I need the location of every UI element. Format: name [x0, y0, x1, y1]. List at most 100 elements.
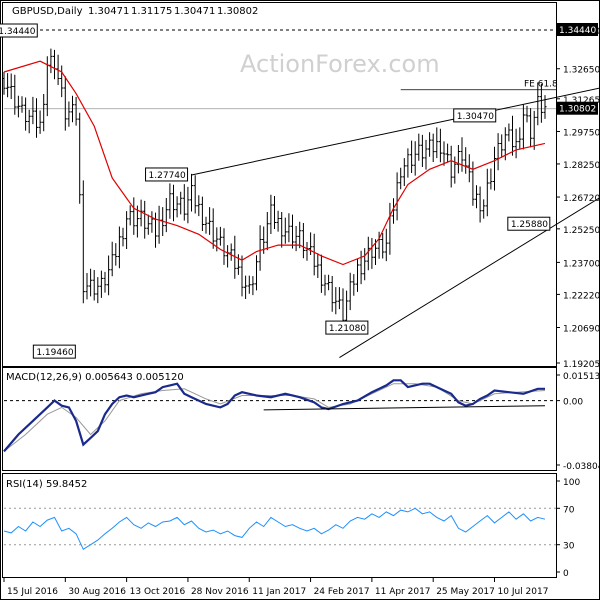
- rsi-axis-label: 100: [563, 478, 580, 488]
- price-bar: [449, 145, 453, 188]
- price-bar: [13, 74, 17, 115]
- price-bar: [135, 205, 139, 238]
- price-bar: [269, 194, 273, 234]
- price-annotation-box: [145, 167, 189, 182]
- price-bar: [395, 172, 399, 221]
- price-bar: [330, 276, 334, 312]
- price-bar: [16, 95, 20, 118]
- price-bar: [27, 109, 31, 134]
- price-bar: [189, 173, 194, 212]
- price-bar: [294, 226, 298, 252]
- resistance-level-tag: [557, 23, 598, 36]
- price-bar: [460, 137, 464, 172]
- price-bar: [85, 273, 89, 300]
- date-axis-label: 30 Aug 2016: [68, 587, 126, 597]
- price-bar: [348, 272, 352, 311]
- price-annotation-label: 1.21080: [329, 324, 366, 334]
- macd-axis-label: 0.00: [563, 398, 583, 408]
- price-annotation-box: [325, 320, 369, 335]
- date-axis-label: 11 Jan 2017: [252, 587, 306, 597]
- price-bar: [132, 197, 136, 235]
- price-bar: [67, 101, 71, 127]
- ohlc-open: 1.30471: [88, 6, 129, 17]
- price-bar: [391, 198, 396, 224]
- price-bar: [355, 258, 360, 292]
- price-bar: [218, 226, 222, 246]
- price-panel-frame: [2, 2, 557, 367]
- price-bar: [510, 115, 515, 156]
- rsi-title: RSI(14) 59.8452: [6, 479, 87, 490]
- price-bar: [150, 211, 154, 233]
- trendline: [339, 196, 600, 359]
- price-bar: [413, 141, 417, 176]
- price-bar: [384, 228, 388, 262]
- ohlc-low: 1.30471: [174, 6, 215, 17]
- price-bar: [125, 211, 129, 249]
- price-bar: [424, 139, 428, 170]
- macd-axis-label: -0.038042: [563, 462, 600, 472]
- price-bar: [197, 195, 201, 217]
- price-bar: [164, 198, 168, 233]
- macd-support-line: [263, 405, 546, 411]
- price-annotation-box: [32, 344, 76, 359]
- price-bar: [251, 276, 255, 296]
- price-axis-label: 1.20690: [563, 325, 600, 335]
- date-axis-label: 10 Jul 2017: [498, 587, 549, 597]
- price-bar: [204, 216, 208, 234]
- price-annotation-box: [453, 108, 497, 123]
- price-annotation-label: 1.25880: [511, 220, 548, 230]
- rsi-axis-label: 0: [563, 569, 569, 579]
- price-bar: [521, 104, 525, 150]
- price-bar: [110, 241, 114, 277]
- macd-panel-frame: [2, 367, 557, 471]
- moving-average-line: [3, 60, 546, 266]
- price-bar: [485, 168, 489, 217]
- price-bar: [244, 275, 248, 299]
- price-bar: [99, 270, 103, 298]
- price-bar: [377, 231, 381, 259]
- price-bar: [283, 217, 287, 244]
- date-axis-label: 24 Feb 2017: [314, 587, 370, 597]
- price-bar: [121, 227, 125, 247]
- price-bar: [114, 243, 118, 266]
- price-bar: [143, 200, 147, 239]
- price-bar: [247, 275, 251, 294]
- price-axis-label: 1.32650: [563, 66, 600, 76]
- price-bar: [168, 183, 172, 219]
- price-bar: [9, 73, 13, 99]
- price-bar: [81, 180, 85, 304]
- price-bar: [258, 225, 262, 271]
- price-bar: [323, 274, 327, 296]
- price-bar: [276, 210, 280, 232]
- date-axis-label: 11 Apr 2017: [375, 587, 431, 597]
- price-bar: [74, 97, 78, 126]
- price-bar: [200, 196, 204, 231]
- price-bar: [31, 96, 35, 125]
- price-bar: [240, 255, 244, 297]
- price-bar: [529, 108, 533, 148]
- price-bar: [500, 134, 504, 158]
- price-bar: [89, 268, 93, 297]
- price-annotation-label: 1.19460: [36, 348, 73, 358]
- price-bar: [492, 146, 497, 191]
- price-bar: [280, 212, 284, 248]
- date-axis-label: 13 Oct 2016: [130, 587, 186, 597]
- price-bar: [334, 287, 338, 315]
- price-bar: [128, 205, 132, 226]
- price-bar: [420, 134, 424, 167]
- current-price-label: 1.30802: [559, 105, 596, 115]
- price-bar: [298, 221, 302, 249]
- price-bar: [287, 213, 291, 243]
- price-axis-label: 1.22220: [563, 291, 600, 301]
- price-bar: [319, 254, 323, 293]
- price-bar: [543, 95, 547, 119]
- price-bar: [182, 184, 186, 221]
- price-annotation-box: [507, 216, 551, 231]
- price-bar: [442, 141, 446, 166]
- rsi-panel-frame: [2, 473, 557, 578]
- price-bar: [359, 250, 363, 285]
- price-bar: [489, 168, 493, 190]
- price-bar: [352, 274, 356, 296]
- price-bar: [525, 105, 529, 123]
